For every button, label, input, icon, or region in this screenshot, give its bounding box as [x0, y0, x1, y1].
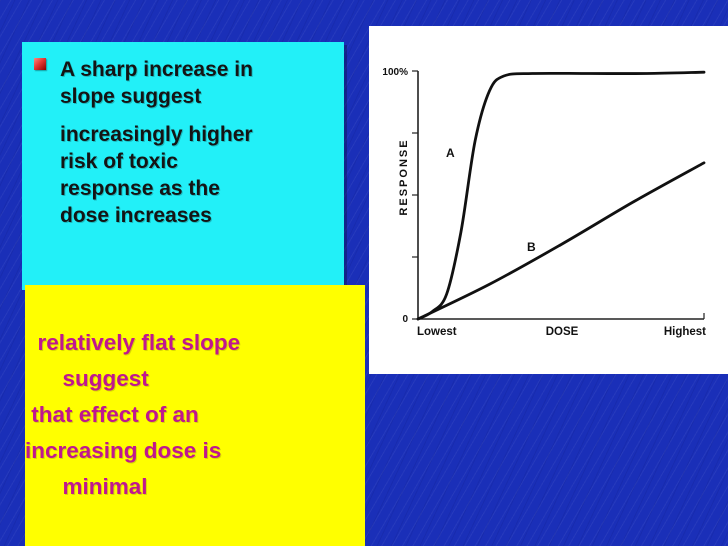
x-tick-label-lowest: Lowest [417, 326, 457, 338]
dose-response-chart: 100% 0 RESPONSE Lowest DOSE Highest A B [369, 26, 728, 374]
bullet-line-3: increasingly higher [60, 123, 253, 146]
bullet-line-2: slope suggest [60, 85, 202, 108]
red-square-bullet-icon [34, 58, 46, 70]
y-tick-label-0: 0 [402, 314, 408, 325]
bullet-text: A sharp increase in slope suggest increa… [60, 56, 340, 229]
callout-line-5: minimal [25, 474, 148, 499]
x-tick-label-highest: Highest [664, 326, 706, 338]
callout-line-4: increasing dose is [25, 438, 222, 463]
series-b-label: B [527, 240, 536, 254]
callout-text: relatively flat slope suggest that effec… [25, 325, 365, 505]
chart-axes [417, 71, 704, 320]
callout-box: relatively flat slope suggest that effec… [25, 285, 365, 546]
x-axis-label: DOSE [546, 326, 579, 338]
bullet-line-5: response as the [60, 177, 220, 200]
callout-line-3: that effect of an [25, 402, 199, 427]
bullet-line-1: A sharp increase in [60, 58, 253, 81]
y-axis-label: RESPONSE [398, 138, 410, 215]
series-b-line [416, 161, 706, 321]
y-tick-label-100: 100% [382, 67, 408, 78]
chart-svg: 100% 0 RESPONSE Lowest DOSE Highest A B [382, 67, 706, 338]
bullet-line-4: risk of toxic [60, 150, 178, 173]
callout-line-1: relatively flat slope [25, 330, 241, 355]
bullet-line-6: dose increases [60, 204, 212, 227]
bullet-text-box: A sharp increase in slope suggest increa… [22, 42, 344, 290]
series-a-label: A [446, 146, 455, 160]
series-a-line [416, 70, 706, 321]
callout-line-2: suggest [25, 366, 149, 391]
